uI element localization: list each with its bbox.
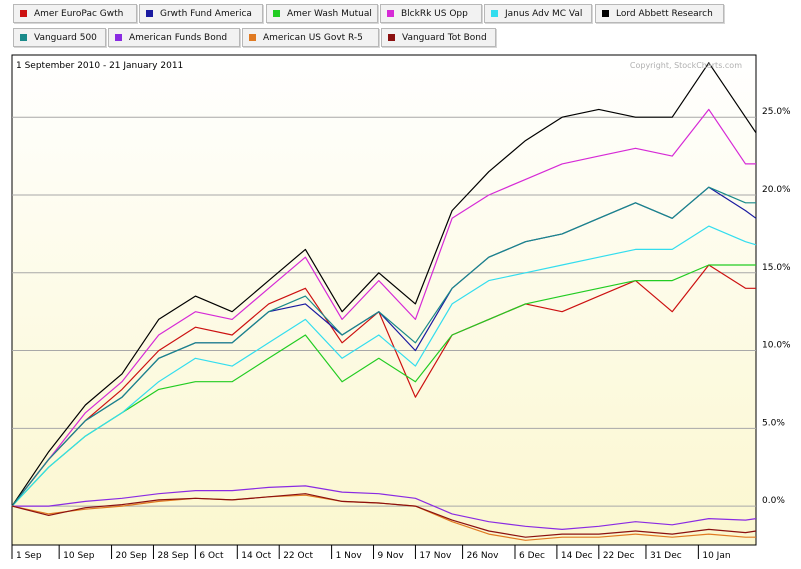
legend-label: Janus Adv MC Val bbox=[505, 8, 583, 19]
legend-swatch-icon bbox=[491, 10, 498, 17]
legend-swatch-icon bbox=[602, 10, 609, 17]
y-tick-label: 5.0% bbox=[762, 418, 785, 428]
legend-item-lord-abbett-research[interactable]: Lord Abbett Research bbox=[595, 4, 724, 23]
x-tick-label: 10 Jan bbox=[702, 551, 730, 561]
legend-label: Vanguard Tot Bond bbox=[402, 32, 487, 43]
x-tick-label: 14 Dec bbox=[561, 551, 593, 561]
x-tick-label: 1 Nov bbox=[336, 551, 363, 561]
plot-area bbox=[11, 54, 757, 546]
grid-lines bbox=[12, 116, 756, 507]
copyright-text: Copyright, StockCharts.com bbox=[630, 61, 742, 70]
series-line-janus-adv-mc-val bbox=[11, 225, 757, 507]
legend-swatch-icon bbox=[273, 10, 280, 17]
series-lines bbox=[11, 62, 757, 541]
x-tick-label: 6 Oct bbox=[199, 551, 224, 561]
legend-swatch-icon bbox=[249, 34, 256, 41]
series-line-amer-europac-gwth bbox=[11, 264, 756, 507]
chart-title: 1 September 2010 - 21 January 2011 bbox=[16, 61, 183, 71]
legend-item-grwth-fund-america[interactable]: Grwth Fund America bbox=[139, 4, 263, 23]
legend-label: Amer Wash Mutual bbox=[287, 8, 372, 19]
x-tick-label: 22 Dec bbox=[603, 551, 635, 561]
series-line-vanguard-500 bbox=[11, 186, 756, 507]
legend-label: Vanguard 500 bbox=[34, 32, 97, 43]
series-line-blckrk-us-opp bbox=[11, 108, 756, 507]
legend: Amer EuroPac Gwth Grwth Fund America Ame… bbox=[0, 0, 801, 50]
legend-label: BlckRk US Opp bbox=[401, 8, 468, 19]
x-tick-label: 1 Sep bbox=[16, 551, 42, 561]
legend-item-american-funds-bond[interactable]: American Funds Bond bbox=[108, 28, 240, 47]
legend-swatch-icon bbox=[387, 10, 394, 17]
legend-label: American Funds Bond bbox=[129, 32, 228, 43]
y-tick-label: 10.0% bbox=[762, 341, 791, 351]
legend-item-janus-adv-mc-val[interactable]: Janus Adv MC Val bbox=[484, 4, 592, 23]
legend-item-amer-europac-gwth[interactable]: Amer EuroPac Gwth bbox=[13, 4, 137, 23]
legend-item-american-us-govt-r5[interactable]: American US Govt R-5 bbox=[242, 28, 379, 47]
x-tick-label: 26 Nov bbox=[467, 551, 500, 561]
legend-swatch-icon bbox=[115, 34, 122, 41]
legend-item-vanguard-tot-bond[interactable]: Vanguard Tot Bond bbox=[381, 28, 496, 47]
legend-item-blckrk-us-opp[interactable]: BlckRk US Opp bbox=[380, 4, 482, 23]
x-tick-label: 17 Nov bbox=[419, 551, 452, 561]
performance-chart: 1 Sep 10 Sep 20 Sep 28 Sep 6 Oct 14 Oct 22 Oct… bbox=[11, 54, 791, 561]
legend-swatch-icon bbox=[146, 10, 153, 17]
legend-swatch-icon bbox=[388, 34, 395, 41]
series-line-american-funds-bond bbox=[12, 485, 757, 530]
x-tick-label: 28 Sep bbox=[157, 551, 189, 561]
series-line-lord-abbett-research bbox=[11, 62, 757, 507]
legend-item-amer-wash-mutual[interactable]: Amer Wash Mutual bbox=[266, 4, 378, 23]
x-axis: 1 Sep 10 Sep 20 Sep 28 Sep 6 Oct 14 Oct 22 Oct… bbox=[11, 545, 731, 561]
legend-item-vanguard-500[interactable]: Vanguard 500 bbox=[13, 28, 106, 47]
y-tick-label: 25.0% bbox=[762, 107, 791, 117]
series-line-amer-wash-mutual bbox=[11, 264, 756, 507]
x-tick-label: 14 Oct bbox=[241, 551, 271, 561]
x-tick-label: 9 Nov bbox=[378, 551, 405, 561]
x-tick-label: 6 Dec bbox=[519, 551, 545, 561]
y-tick-label: 15.0% bbox=[762, 263, 791, 273]
legend-swatch-icon bbox=[20, 10, 27, 17]
legend-label: Lord Abbett Research bbox=[616, 8, 713, 19]
legend-label: Grwth Fund America bbox=[160, 8, 252, 19]
legend-swatch-icon bbox=[20, 34, 27, 41]
x-tick-label: 10 Sep bbox=[63, 551, 95, 561]
series-line-vanguard-tot-bond bbox=[11, 493, 757, 538]
x-tick-label: 22 Oct bbox=[283, 551, 313, 561]
x-tick-label: 20 Sep bbox=[116, 551, 148, 561]
x-tick-label: 31 Dec bbox=[650, 551, 682, 561]
y-tick-label: 20.0% bbox=[762, 185, 791, 195]
legend-label: Amer EuroPac Gwth bbox=[34, 8, 124, 19]
legend-label: American US Govt R-5 bbox=[263, 32, 363, 43]
y-axis: 25.0% 20.0% 15.0% 10.0% 5.0% 0.0% bbox=[762, 107, 791, 506]
y-tick-label: 0.0% bbox=[762, 496, 785, 506]
